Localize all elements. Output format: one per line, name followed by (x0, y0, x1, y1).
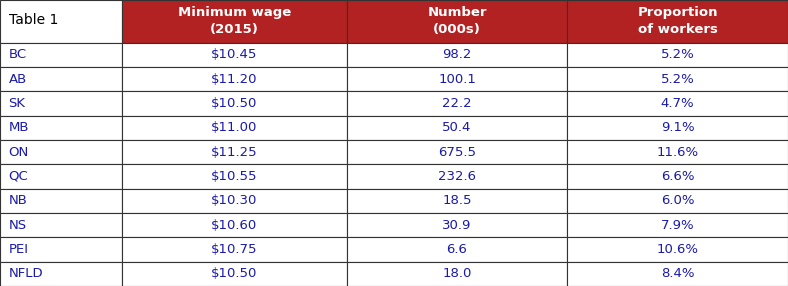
Text: $10.60: $10.60 (211, 219, 258, 232)
Text: $10.50: $10.50 (211, 267, 258, 280)
Bar (567, 0, 788, 43)
Text: SK: SK (9, 97, 25, 110)
Bar (567, 67, 788, 91)
Text: 675.5: 675.5 (438, 146, 476, 159)
Bar (347, 116, 567, 140)
Bar (567, 262, 788, 286)
Bar (567, 237, 788, 262)
Text: 5.2%: 5.2% (661, 73, 694, 86)
Bar (567, 189, 788, 213)
Text: 5.2%: 5.2% (661, 48, 694, 61)
Bar (0, 213, 122, 237)
Bar (122, 0, 347, 43)
Text: Proportion
of workers: Proportion of workers (637, 6, 718, 36)
Bar (567, 164, 788, 189)
Bar (122, 164, 347, 189)
Text: BC: BC (9, 48, 27, 61)
Bar (347, 140, 567, 164)
Text: 18.0: 18.0 (442, 267, 472, 280)
Bar (567, 213, 788, 237)
Bar (347, 91, 567, 116)
Text: NS: NS (9, 219, 27, 232)
Text: $10.75: $10.75 (211, 243, 258, 256)
Text: 50.4: 50.4 (442, 121, 472, 134)
Bar (0, 0, 122, 43)
Bar (122, 237, 347, 262)
Bar (122, 116, 347, 140)
Bar (347, 213, 567, 237)
Text: 6.0%: 6.0% (661, 194, 694, 207)
Bar (0, 140, 122, 164)
Bar (0, 116, 122, 140)
Text: $11.20: $11.20 (211, 73, 258, 86)
Bar (567, 140, 788, 164)
Text: Minimum wage
(2015): Minimum wage (2015) (178, 6, 291, 36)
Bar (122, 67, 347, 91)
Bar (122, 140, 347, 164)
Bar (0, 189, 122, 213)
Bar (122, 262, 347, 286)
Text: NB: NB (9, 194, 28, 207)
Bar (347, 67, 567, 91)
Text: $10.50: $10.50 (211, 97, 258, 110)
Text: MB: MB (9, 121, 29, 134)
Text: 6.6: 6.6 (447, 243, 467, 256)
Text: 30.9: 30.9 (442, 219, 472, 232)
Text: $11.25: $11.25 (211, 146, 258, 159)
Text: 7.9%: 7.9% (661, 219, 694, 232)
Text: 98.2: 98.2 (442, 48, 472, 61)
Bar (122, 213, 347, 237)
Text: AB: AB (9, 73, 27, 86)
Text: QC: QC (9, 170, 28, 183)
Text: 232.6: 232.6 (438, 170, 476, 183)
Text: 10.6%: 10.6% (656, 243, 699, 256)
Text: 22.2: 22.2 (442, 97, 472, 110)
Bar (567, 116, 788, 140)
Bar (122, 189, 347, 213)
Bar (0, 164, 122, 189)
Bar (347, 164, 567, 189)
Text: 8.4%: 8.4% (661, 267, 694, 280)
Bar (122, 91, 347, 116)
Text: $10.30: $10.30 (211, 194, 258, 207)
Bar (0, 67, 122, 91)
Text: 18.5: 18.5 (442, 194, 472, 207)
Text: $10.55: $10.55 (211, 170, 258, 183)
Text: 4.7%: 4.7% (661, 97, 694, 110)
Text: $11.00: $11.00 (211, 121, 258, 134)
Text: NFLD: NFLD (9, 267, 43, 280)
Text: 100.1: 100.1 (438, 73, 476, 86)
Bar (347, 262, 567, 286)
Bar (347, 43, 567, 67)
Bar (0, 91, 122, 116)
Bar (0, 237, 122, 262)
Text: 6.6%: 6.6% (661, 170, 694, 183)
Bar (567, 91, 788, 116)
Text: Table 1: Table 1 (9, 13, 58, 27)
Bar (347, 237, 567, 262)
Bar (567, 43, 788, 67)
Bar (0, 43, 122, 67)
Text: PEI: PEI (9, 243, 28, 256)
Bar (347, 189, 567, 213)
Bar (347, 0, 567, 43)
Text: $10.45: $10.45 (211, 48, 258, 61)
Text: ON: ON (9, 146, 29, 159)
Text: Number
(000s): Number (000s) (427, 6, 487, 36)
Text: 9.1%: 9.1% (661, 121, 694, 134)
Bar (0, 262, 122, 286)
Bar (122, 43, 347, 67)
Text: 11.6%: 11.6% (656, 146, 699, 159)
